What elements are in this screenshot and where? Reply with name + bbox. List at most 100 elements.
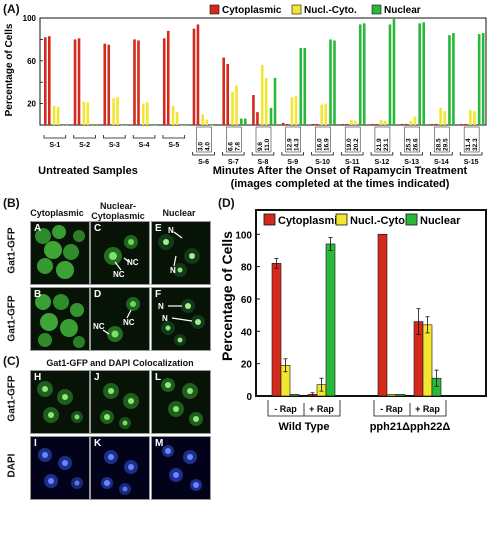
time-label-S-10-0: 16.0 — [316, 138, 323, 151]
time-label-S-9-0: 12.9 — [287, 138, 294, 151]
bar-a-S-11-1-1 — [354, 120, 357, 125]
arrow-label-n-e2: N — [170, 266, 176, 275]
micrograph-c: C NC NC — [90, 221, 150, 285]
bar-a-S-10-1-0 — [320, 104, 323, 125]
time-label-S-15-0: 31.4 — [465, 138, 472, 151]
bar-a-S-9-0-1 — [285, 123, 289, 125]
legend-label-a-1: Nucl.-Cyto. — [304, 5, 357, 16]
bar-a-S-4-0-1 — [137, 40, 140, 125]
time-label-S-9-1: 14.3 — [294, 138, 301, 151]
bar-a-S-1-0-1 — [48, 36, 51, 125]
micrograph-letter-k: K — [94, 438, 102, 449]
coloc-row-label-gfp: Gat1-GFP — [6, 375, 18, 422]
bar-a-S-4-0-0 — [133, 39, 136, 125]
bar-a-S-11-1-0 — [350, 119, 353, 125]
bar-a-S-13-0-1 — [404, 123, 408, 125]
micrograph-letter-c: C — [94, 223, 102, 234]
bar-a-S-12-0-1 — [375, 123, 378, 125]
category-S-6: S-6 — [198, 159, 209, 166]
bar-a-S-10-0-1 — [315, 123, 319, 125]
category-S-9: S-9 — [287, 159, 298, 166]
time-label-S-10-1: 16.9 — [323, 138, 330, 151]
bar-d-2-2 — [395, 394, 406, 397]
bracket-S-9 — [281, 152, 304, 156]
micrograph-letter-j: J — [94, 372, 100, 383]
group-label-1: pph21Δpph22Δ — [370, 421, 451, 433]
bar-a-S-9-1-0 — [290, 97, 294, 125]
bar-a-S-12-2-1 — [392, 19, 396, 125]
bar-a-S-11-0-1 — [345, 123, 348, 125]
arrow-label-n-f1: N — [158, 302, 164, 311]
time-label-S-13-1: 26.6 — [413, 138, 420, 151]
bracket-S-8 — [251, 152, 275, 156]
micrograph-letter-h: H — [34, 372, 42, 383]
legend-label-d-0: Cytoplasmic — [278, 215, 343, 227]
bar-a-S-9-2-0 — [299, 47, 303, 125]
bracket-S-4 — [132, 135, 156, 139]
condition-label-1: + Rap — [309, 404, 334, 414]
bar-a-S-15-0-1 — [464, 123, 467, 125]
time-label-S-14-1: 29.5 — [442, 138, 449, 151]
bar-a-S-15-2-0 — [477, 34, 481, 125]
bar-a-S-8-0-1 — [256, 112, 259, 125]
time-label-S-12-0: 21.9 — [376, 138, 383, 151]
column-title-nuclear-cytoplasmic: Nuclear- Cytoplasmic — [89, 201, 147, 221]
bracket-S-13 — [400, 152, 423, 156]
bar-a-S-7-2-0 — [240, 118, 243, 125]
time-box-S-7 — [226, 126, 242, 153]
column-title-cytoplasmic: Cytoplasmic — [30, 208, 84, 218]
micrograph-letter-d: D — [94, 289, 102, 300]
bar-a-S-11-2-0 — [358, 24, 362, 126]
ytick-a-100: 100 — [23, 14, 37, 23]
category-S-14: S-14 — [434, 159, 449, 166]
category-S-3: S-3 — [109, 142, 120, 149]
micrograph-letter-b: B — [34, 289, 42, 300]
micrograph-letter-l: L — [155, 372, 162, 383]
bar-a-S-11-2-1 — [362, 23, 366, 126]
bar-a-S-3-0-0 — [103, 43, 107, 125]
time-label-S-8-0: 9.6 — [257, 142, 264, 151]
bar-a-S-11-0-0 — [341, 123, 344, 125]
ytick-d-100: 100 — [235, 230, 252, 241]
time-box-S-13 — [404, 126, 420, 153]
bracket-S-3 — [103, 135, 126, 139]
bar-a-S-10-2-1 — [333, 40, 336, 125]
bar-a-S-9-1-1 — [294, 96, 298, 125]
bar-a-S-13-1-0 — [409, 120, 413, 125]
time-label-S-6-0: 3.0 — [198, 142, 205, 151]
bar-a-S-7-2-1 — [244, 118, 247, 125]
bar-a-S-7-0-0 — [222, 57, 225, 126]
panel-a-rap-label-1: Minutes After the Onset of Rapamycin Tre… — [213, 165, 468, 177]
micrograph-f: F N N — [151, 287, 211, 351]
bar-a-S-8-2-1 — [273, 77, 277, 125]
bar-a-S-12-0-0 — [371, 123, 374, 125]
time-label-S-14-0: 28.5 — [435, 138, 442, 151]
time-box-S-11 — [344, 126, 361, 153]
micrograph-letter-a: A — [34, 223, 42, 234]
bracket-S-6 — [192, 152, 215, 156]
category-S-15: S-15 — [464, 159, 479, 166]
time-box-S-9 — [285, 126, 301, 153]
bar-a-S-6-0-1 — [196, 24, 200, 126]
bar-a-S-6-2-1 — [214, 123, 217, 125]
micrograph-k: K — [90, 436, 150, 500]
panel-a-categories: S-1 S-2 S-3 S-4 S-5S-63.0 4.0S-76.6 7.8S-89.6 1… — [43, 126, 483, 166]
ytick-a-20: 20 — [27, 100, 36, 109]
bar-a-S-8-2-0 — [269, 107, 273, 125]
bar-a-S-6-0-0 — [192, 28, 196, 126]
category-S-7: S-7 — [228, 159, 239, 166]
ytick-a-60: 60 — [27, 57, 36, 66]
bracket-S-10 — [311, 152, 334, 156]
bar-a-S-15-1-0 — [469, 110, 472, 125]
bar-a-S-1-1-0 — [52, 105, 56, 125]
category-S-5: S-5 — [168, 142, 179, 149]
bar-a-S-8-0-0 — [252, 95, 255, 125]
time-box-S-12 — [374, 126, 391, 153]
bar-a-S-7-1-1 — [235, 85, 238, 125]
bar-a-S-9-2-1 — [303, 47, 307, 125]
bar-a-S-10-1-1 — [324, 103, 327, 125]
bar-a-S-4-1-1 — [146, 102, 149, 125]
panel-d-chart: Percentage of Cells 0 20 40 60 80 100 Cytopla… — [219, 209, 487, 433]
bracket-S-2 — [73, 135, 96, 139]
bracket-S-11 — [340, 152, 364, 156]
